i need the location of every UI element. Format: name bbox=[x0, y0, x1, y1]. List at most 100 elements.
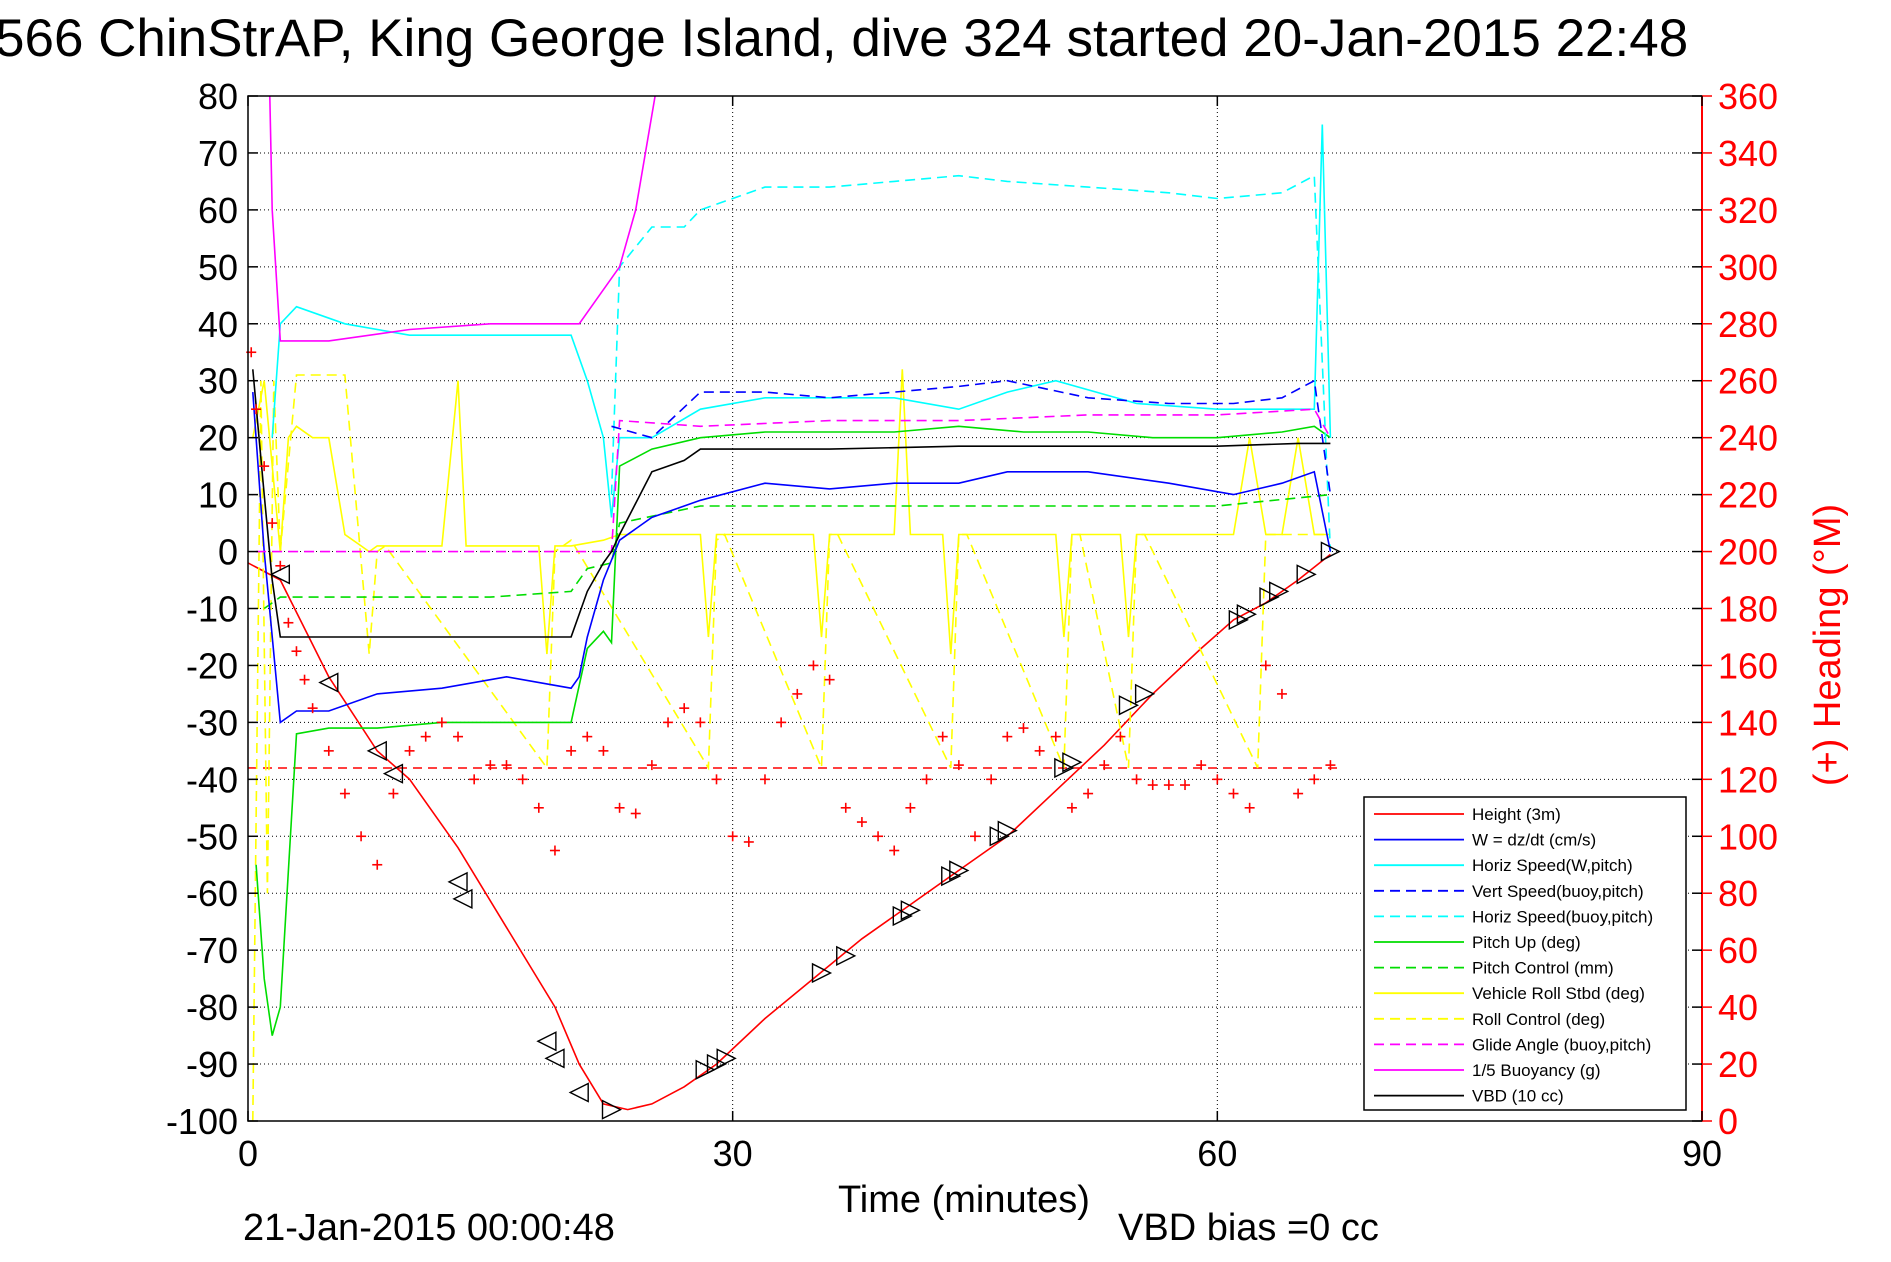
left-tick-label: -70 bbox=[186, 930, 238, 971]
heading-point bbox=[986, 774, 997, 785]
heading-point bbox=[549, 845, 560, 856]
triangle-marker bbox=[941, 866, 962, 887]
x-tick-label: 30 bbox=[713, 1133, 753, 1174]
left-tick-label: 70 bbox=[198, 133, 238, 174]
heading-point bbox=[251, 404, 262, 415]
heading-point bbox=[1309, 774, 1320, 785]
legend-box bbox=[1363, 796, 1687, 1111]
left-tick-label: -50 bbox=[186, 816, 238, 857]
right-tick-label: 220 bbox=[1718, 475, 1778, 516]
heading-point bbox=[533, 802, 544, 813]
legend: Height (3m) W = dz/dt (cm/s) Horiz Speed(W… bbox=[1363, 796, 1687, 1111]
right-tick-label: 20 bbox=[1718, 1044, 1758, 1085]
heading-point bbox=[1293, 788, 1304, 799]
legend-entry: VBD (10 cc) bbox=[1374, 1087, 1564, 1106]
triangle-marker bbox=[1134, 683, 1156, 705]
footer-vbd-bias: VBD bias =0 cc bbox=[1118, 1207, 1379, 1249]
triangle-marker bbox=[544, 1048, 565, 1069]
heading-point bbox=[695, 717, 706, 728]
legend-label: Vert Speed(buoy,pitch) bbox=[1472, 882, 1644, 901]
heading-point bbox=[1147, 780, 1158, 791]
heading-point bbox=[905, 802, 916, 813]
series-line-pitch-control-mm- bbox=[263, 493, 1331, 610]
chart-title: 566 ChinStrAP, King George Island, dive … bbox=[0, 9, 1688, 68]
heading-point bbox=[856, 817, 867, 828]
right-y-axis: 3603403203002802602402202001801601401201… bbox=[1702, 76, 1778, 1142]
heading-point bbox=[727, 831, 738, 842]
heading-point bbox=[840, 802, 851, 813]
triangle-marker bbox=[949, 860, 970, 881]
legend-entry: Horiz Speed(W,pitch) bbox=[1374, 856, 1633, 875]
heading-point bbox=[283, 617, 294, 628]
triangle-marker bbox=[997, 820, 1018, 841]
x-tick-label: 60 bbox=[1197, 1133, 1237, 1174]
triangle-marker bbox=[989, 826, 1010, 847]
legend-label: Vehicle Roll Stbd (deg) bbox=[1472, 984, 1645, 1003]
legend-entry: Vert Speed(buoy,pitch) bbox=[1374, 882, 1644, 901]
heading-point bbox=[388, 788, 399, 799]
triangle-marker bbox=[900, 900, 921, 921]
heading-point bbox=[630, 808, 641, 819]
left-y-axis: 80 70 60 50 40 30 20 10 0 -10 -20 -30 -40 -50 -60 -70 -8… bbox=[166, 76, 1702, 1142]
right-tick-label: 240 bbox=[1718, 418, 1778, 459]
right-tick-label: 180 bbox=[1718, 589, 1778, 630]
heading-point bbox=[759, 774, 770, 785]
heading-point bbox=[339, 788, 350, 799]
right-axis-label: (+) Heading (°M) bbox=[1807, 504, 1849, 786]
heading-point bbox=[291, 646, 302, 657]
heading-point bbox=[453, 731, 464, 742]
x-axis: 0 30 60 90 bbox=[238, 96, 1722, 1174]
series-line-vert-speed-buoy-pitch- bbox=[611, 379, 1332, 495]
left-tick-label: -80 bbox=[186, 987, 238, 1028]
left-tick-label: 80 bbox=[198, 76, 238, 117]
triangle-marker bbox=[836, 945, 857, 966]
heading-point bbox=[299, 674, 310, 685]
legend-entry: Glide Angle (buoy,pitch) bbox=[1374, 1035, 1651, 1054]
heading-point bbox=[323, 745, 334, 756]
right-tick-label: 340 bbox=[1718, 133, 1778, 174]
triangle-marker bbox=[366, 740, 387, 761]
left-tick-label: -40 bbox=[186, 759, 238, 800]
left-tick-label: 50 bbox=[198, 247, 238, 288]
triangle-marker bbox=[1054, 757, 1075, 779]
heading-point bbox=[743, 836, 754, 847]
series-line-1-5-buoyancy-g- bbox=[268, 96, 656, 342]
heading-point bbox=[259, 461, 270, 472]
triangle-marker bbox=[1296, 564, 1317, 585]
heading-point bbox=[469, 774, 480, 785]
heading-point bbox=[566, 745, 577, 756]
heading-point bbox=[267, 518, 278, 529]
heading-point bbox=[1276, 688, 1287, 699]
triangle-marker bbox=[1236, 604, 1257, 625]
right-tick-label: 80 bbox=[1718, 873, 1758, 914]
heading-point bbox=[808, 660, 819, 671]
heading-point bbox=[614, 802, 625, 813]
legend-entry: Pitch Up (deg) bbox=[1374, 933, 1581, 952]
right-tick-label: 160 bbox=[1718, 645, 1778, 686]
heading-point bbox=[1325, 760, 1336, 771]
heading-point bbox=[970, 831, 980, 842]
legend-label: Roll Control (deg) bbox=[1472, 1010, 1605, 1029]
triangle-marker bbox=[1118, 695, 1140, 716]
heading-markers bbox=[246, 347, 1336, 870]
heading-point bbox=[679, 703, 690, 714]
left-tick-label: -60 bbox=[186, 873, 238, 914]
legend-entry: Horiz Speed(buoy,pitch) bbox=[1374, 907, 1653, 926]
legend-label: Height (3m) bbox=[1472, 805, 1561, 824]
x-axis-label: Time (minutes) bbox=[838, 1179, 1090, 1221]
series-line-vbd-10-cc- bbox=[252, 369, 1331, 638]
triangle-marker bbox=[452, 888, 473, 910]
right-tick-label: 300 bbox=[1718, 247, 1778, 288]
heading-point bbox=[1163, 780, 1174, 791]
heading-point bbox=[792, 688, 803, 699]
heading-point bbox=[1196, 760, 1207, 771]
triangle-marker bbox=[568, 1082, 589, 1103]
triangle-marker bbox=[269, 564, 291, 585]
series-line-height-3m- bbox=[248, 553, 1331, 1111]
legend-label: W = dz/dt (cm/s) bbox=[1472, 831, 1596, 850]
heading-point bbox=[372, 859, 383, 870]
left-tick-label: 0 bbox=[218, 532, 238, 573]
heading-point bbox=[356, 831, 367, 842]
heading-point bbox=[646, 760, 657, 771]
